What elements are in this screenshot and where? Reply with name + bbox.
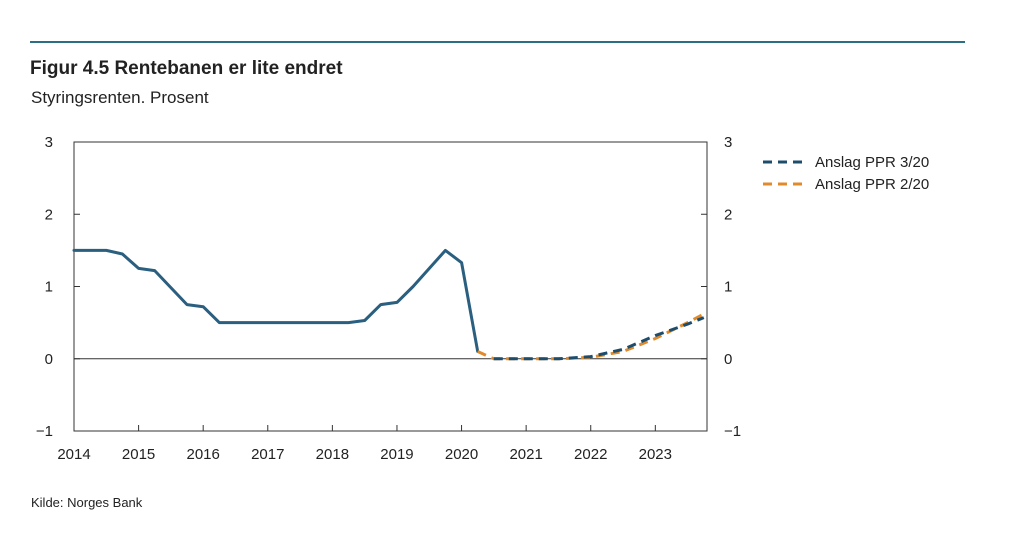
source-note: Kilde: Norges Bank [31, 495, 143, 510]
series-anslag-ppr-3-20 [493, 316, 705, 361]
figure-subtitle: Styringsrenten. Prosent [31, 88, 209, 107]
y-tick-label-right: 3 [724, 134, 732, 151]
legend: Anslag PPR 3/20 Anslag PPR 2/20 [763, 154, 929, 193]
y-tick-label: 0 [45, 351, 53, 368]
x-tick-label: 2014 [57, 446, 90, 463]
series-anslag-ppr-2-20 [477, 312, 705, 361]
x-tick-label: 2022 [574, 446, 607, 463]
figure-title: Figur 4.5 Rentebanen er lite endret [30, 58, 343, 79]
x-tick-label: 2017 [251, 446, 284, 463]
x-tick-label: 2015 [122, 446, 155, 463]
y-tick-label: 2 [45, 206, 53, 223]
y-tick-label-right: 0 [724, 351, 732, 368]
y-tick-label: 3 [45, 134, 53, 151]
series-layer [72, 248, 705, 361]
y-axis-right: 3 2 1 0 −1 [701, 134, 741, 440]
series-line-0 [72, 248, 480, 353]
x-tick-label: 2018 [316, 446, 349, 463]
y-tick-label-right: −1 [724, 423, 741, 440]
y-tick-label-right: 1 [724, 279, 732, 296]
x-tick-label: 2023 [639, 446, 672, 463]
y-tick-label: −1 [36, 423, 53, 440]
y-tick-label: 1 [45, 279, 53, 296]
x-tick-label: 2016 [186, 446, 219, 463]
x-axis: 2014 2015 2016 2017 2018 2019 2020 2021 2022 2023 [57, 425, 672, 463]
legend-label: Anslag PPR 3/20 [815, 154, 929, 171]
top-rule [30, 41, 965, 43]
x-tick-label: 2019 [380, 446, 413, 463]
x-tick-label: 2020 [445, 446, 478, 463]
y-axis-left: 3 2 1 0 −1 [36, 134, 80, 440]
x-tick-label: 2021 [509, 446, 542, 463]
legend-label: Anslag PPR 2/20 [815, 176, 929, 193]
y-tick-label-right: 2 [724, 206, 732, 223]
